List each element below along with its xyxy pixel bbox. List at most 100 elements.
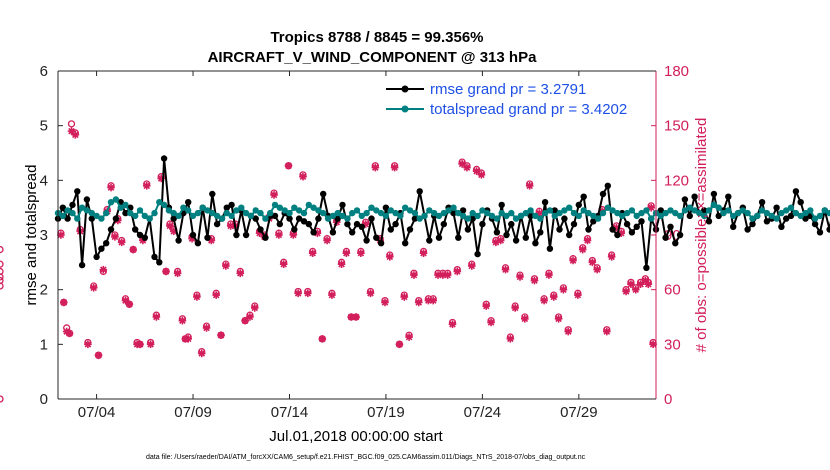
totalspread-point <box>435 212 443 220</box>
obs-assimilated-point <box>458 160 466 168</box>
totalspread-point <box>368 204 375 211</box>
rmse-point <box>151 253 158 261</box>
rmse-point <box>189 231 197 239</box>
rmse-point <box>787 212 795 220</box>
rmse-point <box>358 223 365 230</box>
rmse-point <box>672 240 679 247</box>
totalspread-point <box>160 201 168 209</box>
obs-assimilated-point <box>371 163 380 172</box>
obs-assimilated-point <box>559 285 568 294</box>
rmse-point <box>662 234 669 241</box>
rmse-point <box>643 264 650 271</box>
totalspread-point <box>185 207 192 214</box>
totalspread-point <box>807 207 814 214</box>
rmse-point <box>614 231 621 239</box>
rmse-point <box>78 261 86 269</box>
rmse-point <box>522 234 529 241</box>
totalspread-point <box>720 209 727 217</box>
obs-assimilated-point <box>644 280 653 288</box>
totalspread-point <box>763 209 771 217</box>
y-tick-label: 2 <box>40 282 48 299</box>
totalspread-point <box>416 215 423 222</box>
rmse-point <box>556 226 563 233</box>
rmse-point <box>464 226 472 233</box>
rmse-point <box>811 220 819 228</box>
totalspread-point <box>821 207 828 214</box>
obs-assimilated-point <box>439 271 447 279</box>
totalspread-point <box>594 215 602 222</box>
totalspread-point <box>561 207 568 214</box>
totalspread-point <box>758 207 766 214</box>
obs-assimilated-point <box>241 316 249 325</box>
obs-assimilated-point <box>583 236 592 245</box>
totalspread-point <box>228 212 235 220</box>
obs-assimilated-point <box>107 183 115 192</box>
rmse-point <box>387 226 394 233</box>
obs-assimilated-point <box>342 249 351 258</box>
rmse-point <box>816 229 824 236</box>
totalspread-point <box>662 209 669 217</box>
obs-assimilated-point <box>627 280 635 288</box>
rmse-point <box>233 231 240 239</box>
rmse-point <box>503 231 510 239</box>
rmse-point <box>305 220 312 228</box>
rmse-point <box>112 215 120 222</box>
rmse-point <box>426 237 433 244</box>
obs-assimilated-point <box>250 304 259 312</box>
totalspread-point <box>826 209 830 217</box>
rmse-point <box>667 223 674 230</box>
obs-possible-point <box>0 276 4 285</box>
totalspread-point <box>459 212 467 220</box>
obs-assimilated-point <box>308 249 317 258</box>
obs-assimilated-point <box>607 253 616 261</box>
rmse-point <box>773 204 780 211</box>
obs-assimilated-point <box>226 222 235 230</box>
chart-subtitle: AIRCRAFT_V_WIND_COMPONENT @ 313 hPa <box>208 49 538 66</box>
obs-assimilated-point <box>152 313 161 321</box>
rmse-point <box>122 209 129 217</box>
totalspread-point <box>199 204 206 211</box>
rmse-point <box>329 229 337 236</box>
obs-assimilated-point <box>142 182 151 190</box>
rmse-point <box>701 207 708 214</box>
totalspread-point <box>580 207 587 214</box>
totalspread-point <box>575 212 582 220</box>
obs-assimilated-point <box>178 316 187 325</box>
chart-title: Tropics 8788 / 8845 = 99.356% <box>270 29 483 46</box>
obs-assimilated-point <box>294 289 302 298</box>
totalspread-point <box>353 207 361 214</box>
totalspread-point <box>488 212 496 220</box>
rmse-point <box>252 215 259 222</box>
rmse-point <box>344 220 351 228</box>
totalspread-point <box>609 207 616 214</box>
obs-assimilated-point <box>472 167 481 176</box>
rmse-point <box>315 215 322 222</box>
totalspread-point <box>730 212 737 220</box>
rmse-point <box>710 190 718 198</box>
obs-assimilated-point <box>424 296 433 305</box>
totalspread-point <box>474 212 481 220</box>
totalspread-point <box>218 215 226 222</box>
totalspread-point <box>802 209 809 217</box>
totalspread-point <box>701 212 708 220</box>
obs-assimilated-point <box>129 245 138 254</box>
rmse-point <box>276 220 283 228</box>
totalspread-point <box>69 209 76 217</box>
obs-assimilated-point <box>236 269 245 278</box>
obs-assimilated-point <box>410 271 418 279</box>
obs-assimilated-point <box>184 335 193 343</box>
totalspread-point <box>64 207 71 214</box>
obs-assimilated-point <box>631 285 640 294</box>
totalspread-point <box>676 212 684 220</box>
rmse-point <box>778 223 785 230</box>
totalspread-point <box>88 209 96 217</box>
totalspread-point <box>532 212 539 220</box>
y-tick-label: 5 <box>40 118 48 135</box>
rmse-point <box>532 240 539 247</box>
rmse-point <box>469 215 476 222</box>
obs-assimilated-point <box>649 340 657 349</box>
totalspread-point <box>426 207 433 214</box>
obs-assimilated-point <box>453 267 462 276</box>
obs-assimilated-point <box>511 304 519 312</box>
rmse-point <box>392 220 399 228</box>
